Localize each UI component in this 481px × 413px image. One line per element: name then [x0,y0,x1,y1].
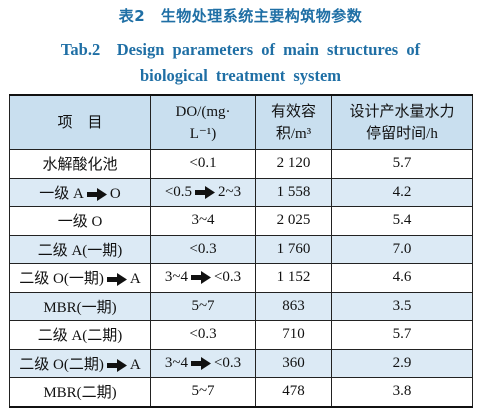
cell-do: 3~4 [150,206,256,236]
structure-name-a: 二级 O(一期) [19,271,104,288]
caption-english-line1: Tab.2 Design parameters of main structur… [60,40,421,59]
right-arrow-icon [86,187,107,201]
structure-name-a: MBR(一期) [43,299,117,316]
right-arrow-icon [106,358,127,372]
cell-volume: 2 120 [255,149,332,179]
table-caption-chinese: 表2 生物处理系统主要构筑物参数 [118,7,363,25]
cell-structure-name: 二级 A(一期) [9,234,151,264]
cell-hrt: 3.5 [331,291,473,321]
cell-volume: 1 152 [255,263,332,293]
do-value-a: <0.3 [189,240,217,257]
right-arrow-icon [190,356,211,370]
cell-structure-name: 一级 A O [9,177,151,207]
header-hrt-line1: 设计产水量水力 [349,103,455,120]
cell-volume: 710 [255,320,332,350]
do-value-a: 3~4 [191,212,215,229]
header-do-line1: DO/(mg· [175,103,231,120]
cell-structure-name: MBR(二期) [9,377,151,407]
cell-do: <0.3 [150,320,256,350]
cell-hrt: 5.4 [331,206,473,236]
header-volume-line1: 有效容 [270,103,316,120]
do-value-a: <0.3 [189,326,217,343]
cell-hrt: 7.0 [331,234,473,264]
header-hrt-line2: 停留时间/h [366,125,438,142]
table-row: 二级 O(一期) A 3~4 <0.3 1 152 4.6 [9,263,473,293]
do-value-a: 5~7 [191,297,215,314]
cell-do: 3~4 <0.3 [150,263,256,293]
cell-volume: 478 [255,377,332,407]
right-arrow-icon [190,271,211,285]
do-value-a: <0.1 [189,155,217,172]
structure-name-a: 二级 A(二期) [37,328,123,345]
cell-hrt: 5.7 [331,149,473,179]
cell-structure-name: 二级 O(二期) A [9,348,151,378]
header-volume-line2: 积/m³ [275,125,312,142]
do-value-b: <0.3 [213,354,242,371]
cell-hrt: 4.6 [331,263,473,293]
cell-structure-name: 二级 A(二期) [9,320,151,350]
do-value-a: 3~4 [164,269,188,286]
caption-english-line2: biological treatment system [139,66,342,85]
cell-hrt: 4.2 [331,177,473,207]
cell-structure-name: 水解酸化池 [9,149,151,179]
cell-structure-name: MBR(一期) [9,291,151,321]
cell-do: 5~7 [150,291,256,321]
header-row: 项 目 DO/(mg· L⁻¹) 有效容 积/m³ 设计产水量水力 停留时间/h [9,94,473,150]
cell-volume: 863 [255,291,332,321]
structure-name-a: 一级 O [57,214,103,231]
header-do-line2: L⁻¹) [189,125,217,142]
table-row: 一级 A O <0.5 2~3 1 558 4.2 [9,177,473,207]
cell-do: <0.3 [150,234,256,264]
cell-hrt: 3.8 [331,377,473,407]
cell-do: 5~7 [150,377,256,407]
table-row: MBR(二期) 5~7 478 3.8 [9,377,473,407]
header-hrt: 设计产水量水力 停留时间/h [331,94,473,150]
table-row: 二级 A(一期) <0.3 1 760 7.0 [9,234,473,264]
do-value-a: 5~7 [191,383,215,400]
do-value-a: <0.5 [164,183,193,200]
right-arrow-icon [195,185,216,199]
cell-do: 3~4 <0.3 [150,348,256,378]
structure-name-a: 二级 O(二期) [19,356,104,373]
table-row: 水解酸化池 <0.1 2 120 5.7 [9,149,473,179]
cell-do: <0.1 [150,149,256,179]
right-arrow-icon [106,273,127,287]
cell-do: <0.5 2~3 [150,177,256,207]
cell-volume: 2 025 [255,206,332,236]
structure-name-a: MBR(二期) [43,385,117,402]
do-value-a: 3~4 [164,354,188,371]
cell-volume: 1 760 [255,234,332,264]
table-row: 二级 A(二期) <0.3 710 5.7 [9,320,473,350]
cell-hrt: 2.9 [331,348,473,378]
table-row: MBR(一期) 5~7 863 3.5 [9,291,473,321]
table-row: 一级 O 3~4 2 025 5.4 [9,206,473,236]
structure-name-a: 一级 A [39,185,84,202]
structure-name-a: 二级 A(一期) [37,242,123,259]
cell-hrt: 5.7 [331,320,473,350]
structure-name-b: A [129,356,141,373]
do-value-b: <0.3 [213,269,242,286]
structure-name-a: 水解酸化池 [42,157,118,174]
header-do: DO/(mg· L⁻¹) [150,94,256,150]
cell-volume: 360 [255,348,332,378]
structure-name-b: A [129,271,141,288]
table-row: 二级 O(二期) A 3~4 <0.3 360 2.9 [9,348,473,378]
parameters-table: 项 目 DO/(mg· L⁻¹) 有效容 积/m³ 设计产水量水力 停留时间/h… [9,94,473,408]
header-volume: 有效容 积/m³ [255,94,332,150]
cell-structure-name: 一级 O [9,206,151,236]
structure-name-b: O [109,185,121,202]
header-item: 项 目 [9,94,151,150]
table-caption-english: Tab.2 Design parameters of main structur… [0,37,481,89]
do-value-b: 2~3 [218,183,242,200]
cell-structure-name: 二级 O(一期) A [9,263,151,293]
cell-volume: 1 558 [255,177,332,207]
